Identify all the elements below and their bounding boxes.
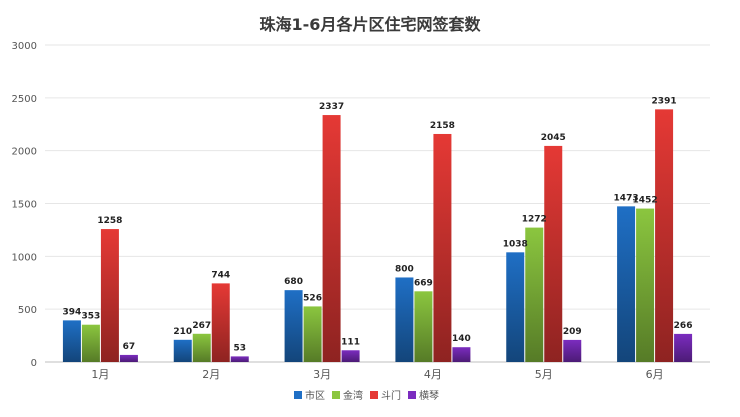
data-label: 800 bbox=[395, 264, 414, 274]
bar-市区-2月 bbox=[173, 339, 192, 362]
data-label: 394 bbox=[63, 307, 82, 317]
data-label: 680 bbox=[284, 277, 303, 287]
bar-金湾-1月 bbox=[81, 324, 100, 362]
bar-斗门-1月 bbox=[100, 229, 119, 362]
data-label: 2337 bbox=[319, 102, 344, 112]
legend: 市区 金湾 斗门 横琴 bbox=[294, 389, 439, 402]
bar-斗门-4月 bbox=[433, 133, 452, 362]
bar-横琴-6月 bbox=[674, 333, 693, 362]
y-tick-label: 2000 bbox=[12, 147, 37, 158]
data-label: 67 bbox=[123, 342, 136, 352]
data-label: 267 bbox=[192, 321, 211, 331]
bar-市区-5月 bbox=[506, 252, 525, 362]
bar-金湾-2月 bbox=[192, 333, 211, 362]
y-tick-label: 3000 bbox=[12, 41, 37, 52]
x-tick-label: 1月 bbox=[91, 368, 109, 381]
data-label: 2391 bbox=[652, 96, 677, 106]
bar-金湾-6月 bbox=[636, 208, 655, 362]
legend-swatch bbox=[408, 391, 416, 399]
x-tick-label: 6月 bbox=[646, 368, 664, 381]
bar-斗门-5月 bbox=[544, 145, 563, 362]
bar-横琴-4月 bbox=[452, 347, 471, 362]
data-label: 1473 bbox=[614, 193, 639, 203]
bar-斗门-3月 bbox=[322, 115, 341, 362]
bar-金湾-3月 bbox=[303, 306, 322, 362]
bars bbox=[62, 109, 693, 362]
x-tick-label: 4月 bbox=[424, 368, 442, 381]
data-label: 1452 bbox=[633, 196, 658, 206]
bar-横琴-5月 bbox=[563, 339, 582, 362]
y-tick-label: 500 bbox=[18, 305, 37, 316]
y-axis-ticks: 0 500 1000 1500 2000 2500 3000 bbox=[12, 41, 37, 369]
data-label: 209 bbox=[563, 327, 582, 337]
grid-lines bbox=[45, 44, 710, 363]
y-tick-label: 0 bbox=[31, 358, 37, 369]
bar-横琴-2月 bbox=[230, 356, 249, 362]
chart-title: 珠海1-6月各片区住宅网签套数 bbox=[260, 15, 482, 34]
x-tick-label: 3月 bbox=[313, 368, 331, 381]
bar-横琴-1月 bbox=[119, 354, 138, 362]
data-label: 353 bbox=[82, 312, 101, 322]
data-label: 669 bbox=[414, 278, 433, 288]
legend-label: 斗门 bbox=[381, 389, 401, 402]
y-tick-label: 2500 bbox=[12, 94, 37, 105]
bar-横琴-3月 bbox=[341, 350, 360, 362]
bar-斗门-6月 bbox=[655, 109, 674, 362]
bar-市区-4月 bbox=[395, 277, 414, 362]
legend-swatch bbox=[370, 391, 378, 399]
data-label: 1038 bbox=[503, 239, 528, 249]
bar-市区-1月 bbox=[62, 320, 81, 362]
bar-金湾-5月 bbox=[525, 227, 544, 362]
data-label: 2045 bbox=[541, 133, 566, 143]
legend-swatch bbox=[294, 391, 302, 399]
y-tick-label: 1500 bbox=[12, 200, 37, 211]
bar-金湾-4月 bbox=[414, 291, 433, 362]
x-axis-ticks: 1月 2月 3月 4月 5月 6月 bbox=[91, 368, 663, 381]
x-tick-label: 5月 bbox=[535, 368, 553, 381]
data-label: 140 bbox=[452, 334, 471, 344]
bar-市区-6月 bbox=[617, 206, 636, 362]
bar-市区-3月 bbox=[284, 290, 303, 362]
data-label: 111 bbox=[341, 337, 360, 347]
x-tick-label: 2月 bbox=[202, 368, 220, 381]
legend-label: 金湾 bbox=[343, 389, 363, 402]
data-label: 53 bbox=[233, 343, 246, 353]
data-label: 2158 bbox=[430, 121, 455, 131]
data-label: 1272 bbox=[522, 215, 547, 225]
data-label: 744 bbox=[211, 270, 230, 280]
legend-swatch bbox=[332, 391, 340, 399]
data-label: 1258 bbox=[97, 216, 122, 226]
y-tick-label: 1000 bbox=[12, 252, 37, 263]
bar-斗门-2月 bbox=[211, 283, 230, 362]
data-label: 210 bbox=[173, 327, 192, 337]
data-label: 526 bbox=[303, 293, 322, 303]
data-label: 266 bbox=[674, 321, 693, 331]
legend-label: 横琴 bbox=[419, 389, 439, 402]
legend-label: 市区 bbox=[305, 389, 325, 402]
